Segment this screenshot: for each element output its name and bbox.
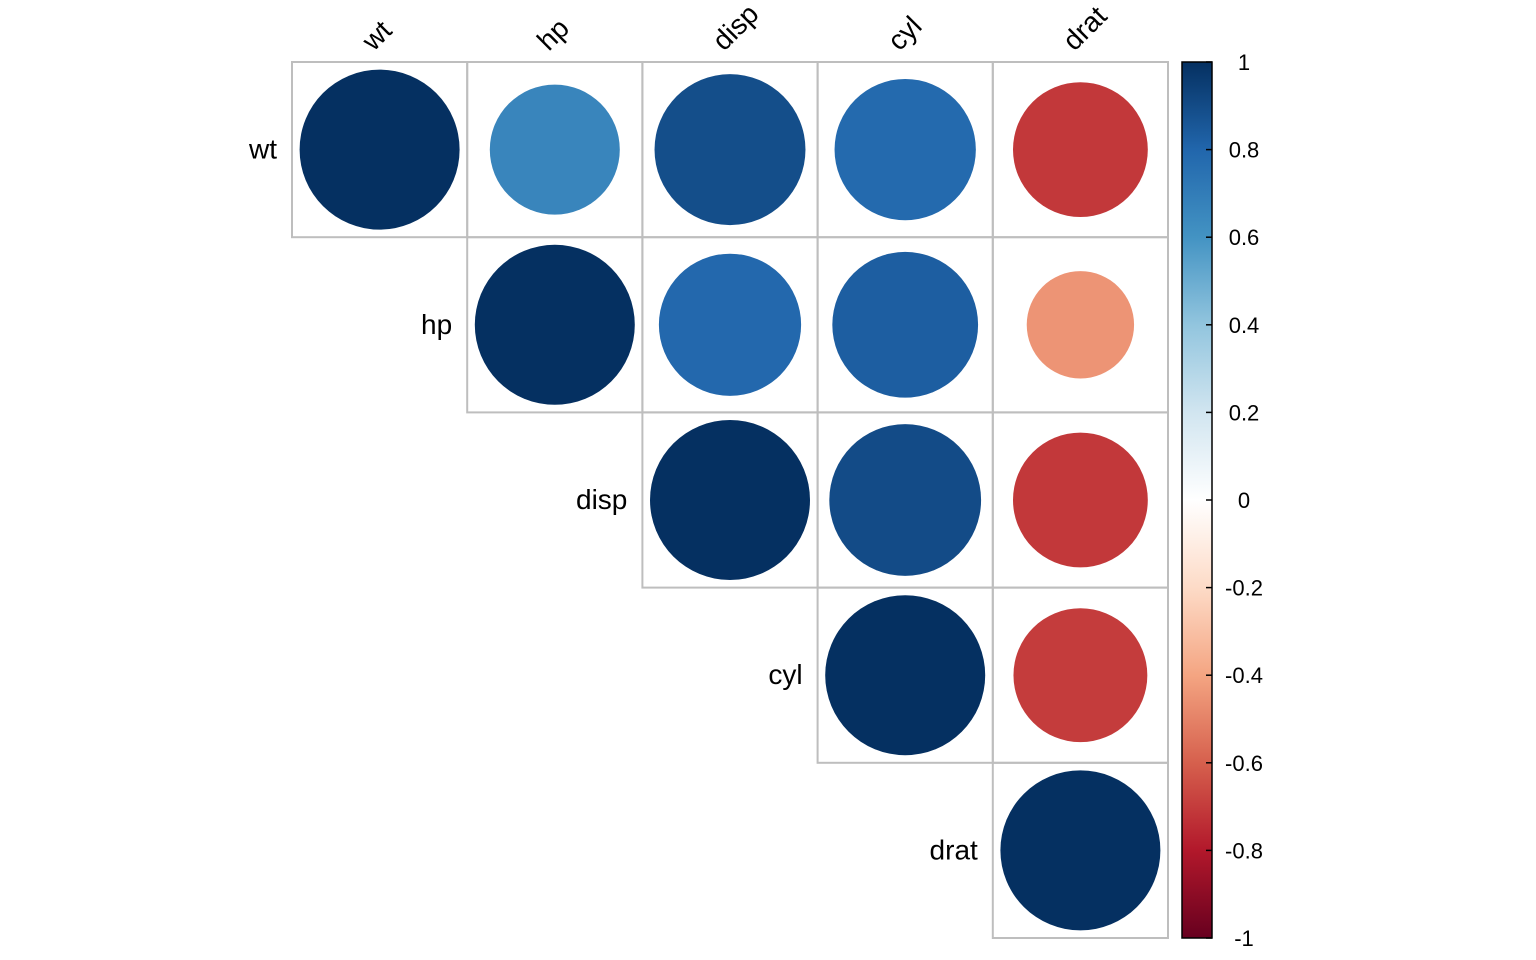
corr-circle-wt-cyl: [834, 78, 976, 221]
row-label-hp: hp: [421, 309, 452, 340]
corr-circle-hp-drat: [1026, 271, 1135, 379]
corr-circle-wt-hp: [489, 84, 620, 215]
corr-circle-drat-drat: [1000, 770, 1161, 931]
corr-circle-disp-disp: [650, 420, 810, 580]
row-label-drat: drat: [930, 834, 978, 865]
corr-circle-hp-disp: [658, 253, 802, 396]
corr-circle-cyl-cyl: [825, 595, 986, 756]
colorbar-tick-label: 0.4: [1229, 313, 1260, 338]
colorbar-tick-label: 0.6: [1229, 225, 1260, 250]
grid-cell-drat-drat: [991, 761, 1169, 939]
corr-circle-hp-cyl: [832, 251, 979, 398]
row-labels: wt hp disp cyl drat: [248, 134, 978, 866]
colorbar-tick-label: 0.2: [1229, 400, 1260, 425]
col-label-wt: wt: [355, 14, 398, 57]
correlation-circles: [299, 69, 1161, 931]
grid: [291, 61, 1169, 939]
colorbar: 1 0.8 0.6 0.4 0.2 0 -0.2 -0.4 -0.6 -0.8 -1: [1181, 50, 1263, 951]
column-labels: wt hp disp cyl drat: [355, 0, 1113, 57]
corr-circle-hp-hp: [474, 244, 635, 405]
corr-circle-wt-wt: [299, 69, 460, 230]
col-label-cyl: cyl: [882, 10, 928, 56]
col-label-disp: disp: [706, 0, 764, 56]
row-label-wt: wt: [248, 134, 277, 165]
colorbar-tick-label: -0.4: [1225, 663, 1263, 688]
colorbar-tick-label: -0.2: [1225, 576, 1263, 601]
corr-circle-disp-cyl: [829, 424, 982, 576]
colorbar-tick-label: 1: [1238, 50, 1250, 75]
row-label-cyl: cyl: [768, 659, 802, 690]
corr-circle-disp-drat: [1012, 432, 1148, 568]
colorbar-tick-label: -0.8: [1225, 838, 1263, 863]
col-label-hp: hp: [531, 12, 575, 56]
colorbar-tick-label: 0.8: [1229, 138, 1260, 163]
corr-circle-wt-disp: [654, 74, 806, 226]
colorbar-tick-label: 0: [1238, 488, 1250, 513]
corr-circle-cyl-drat: [1013, 608, 1148, 743]
colorbar-tick-label: -1: [1234, 926, 1254, 951]
colorbar-tick-label: -0.6: [1225, 751, 1263, 776]
col-label-drat: drat: [1057, 0, 1113, 56]
row-label-disp: disp: [576, 484, 627, 515]
corr-circle-wt-drat: [1012, 82, 1148, 218]
